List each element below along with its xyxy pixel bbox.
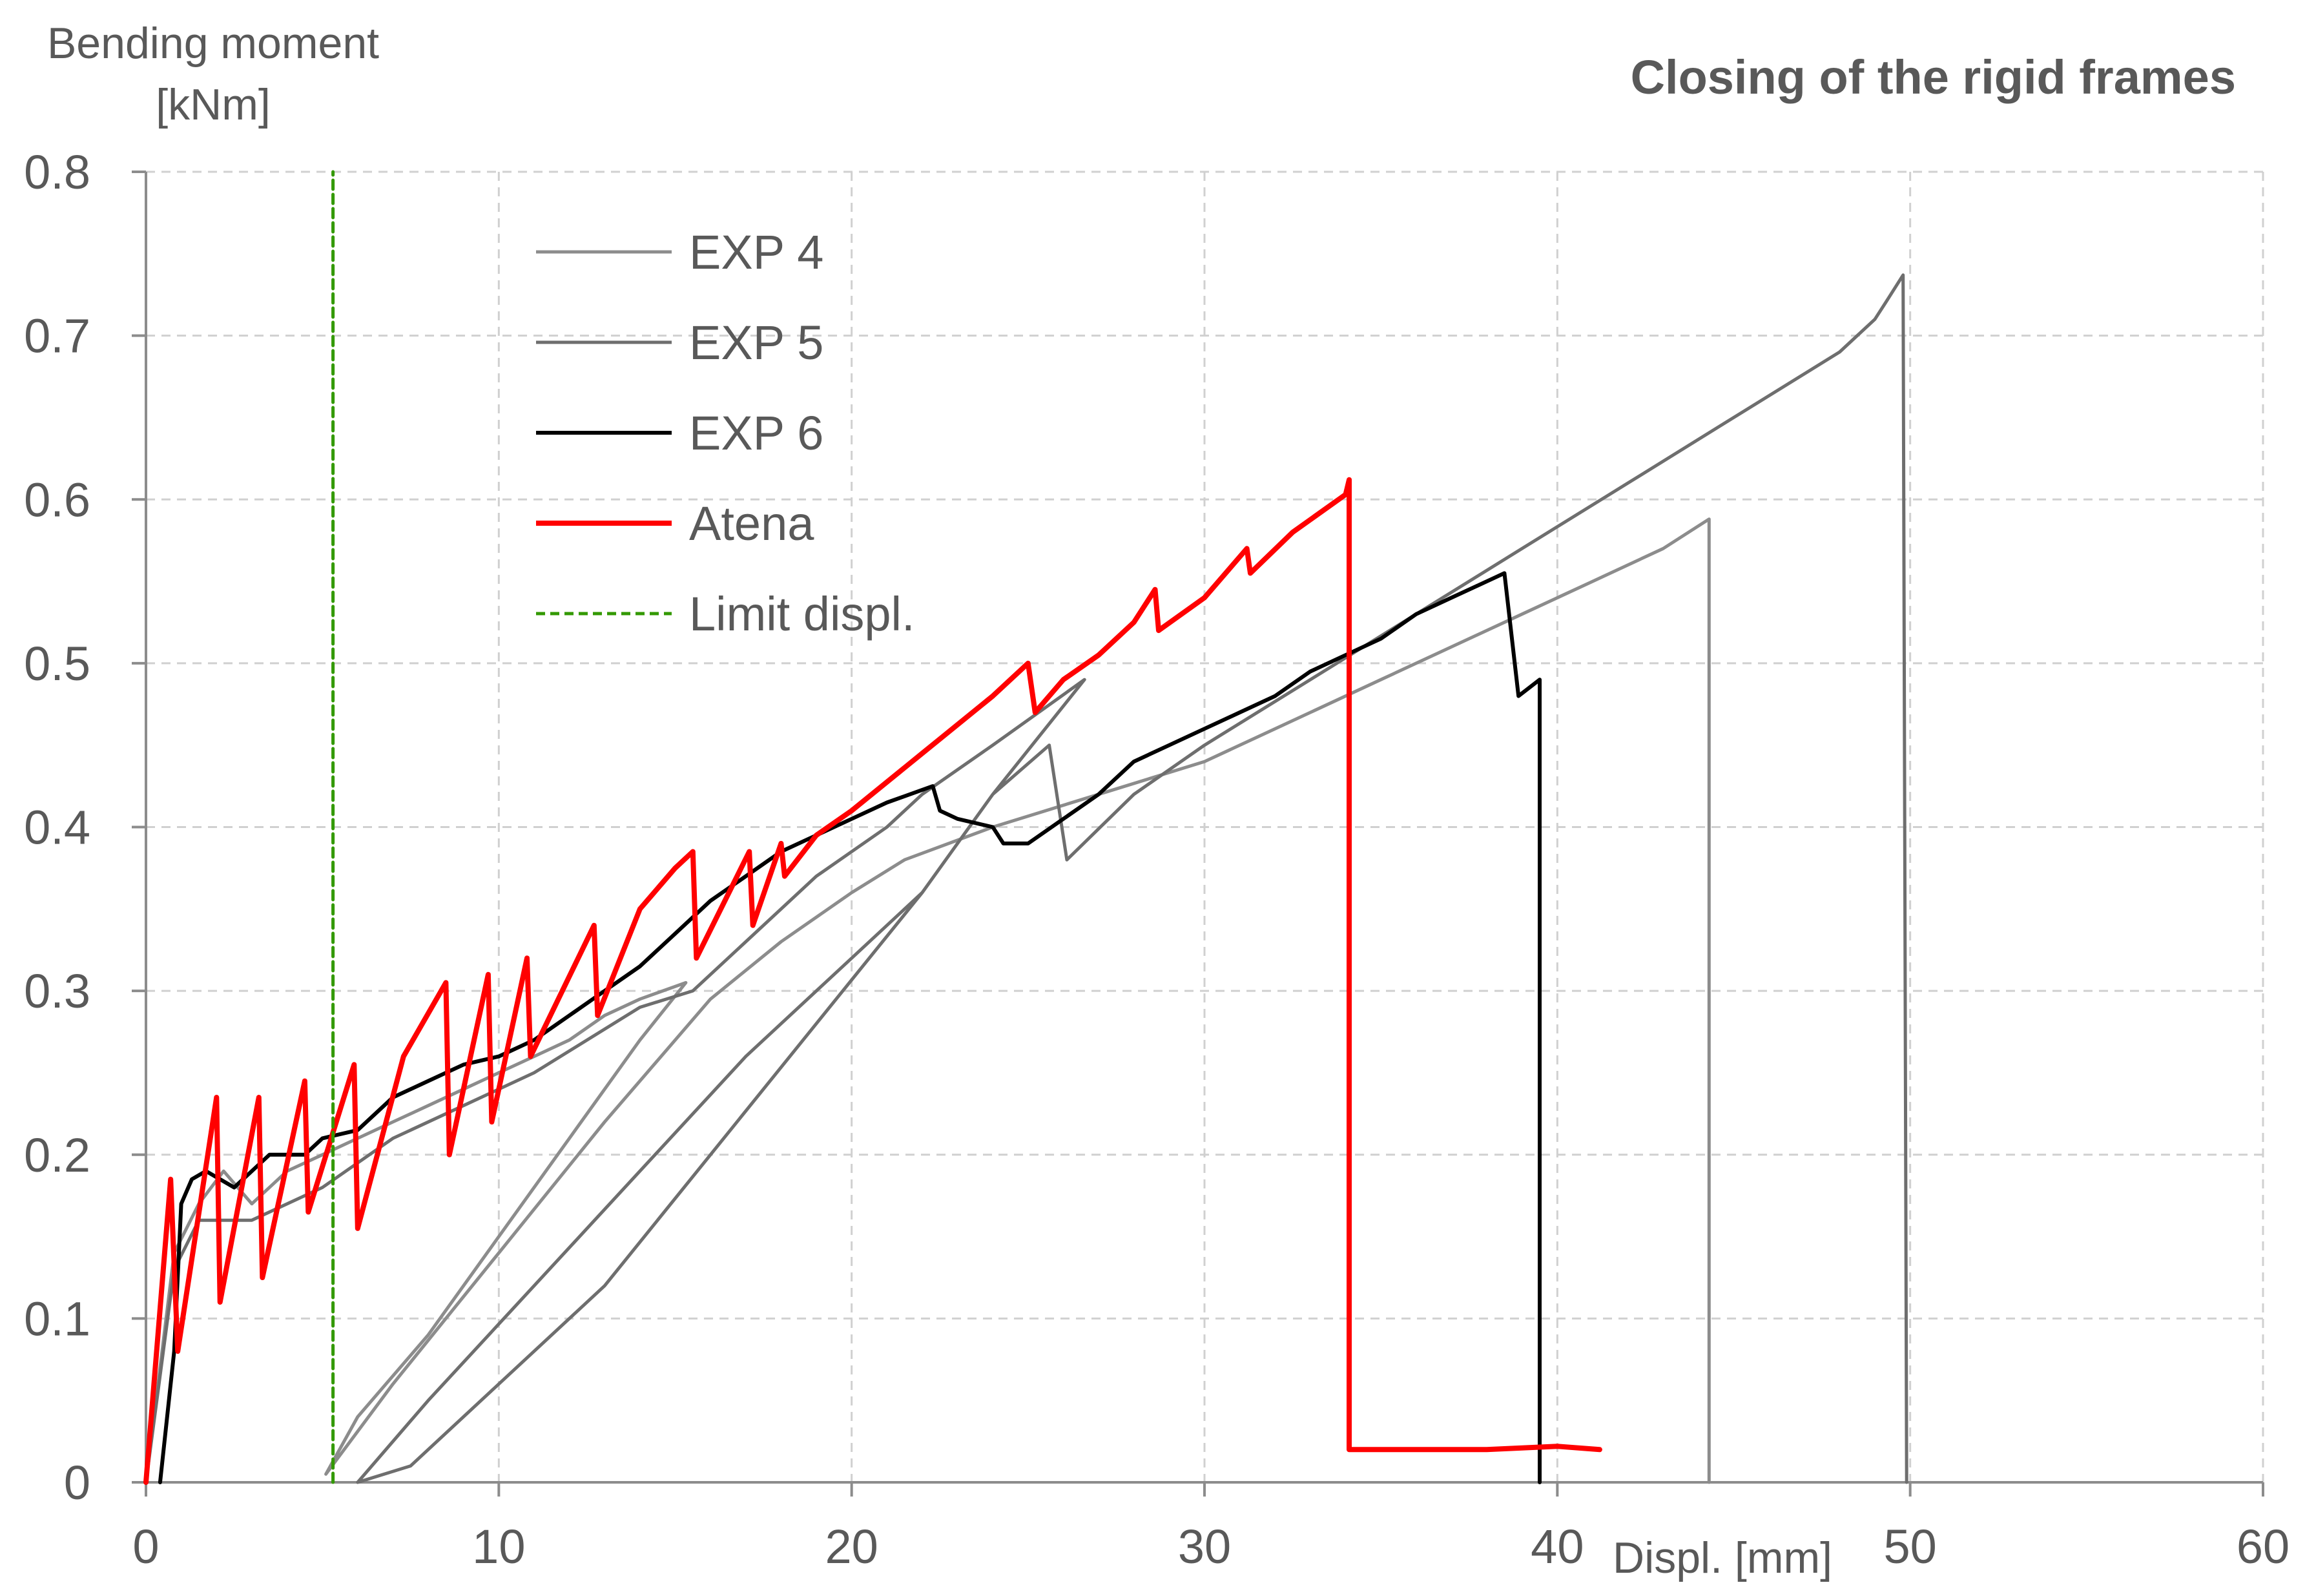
x-tick-label: 40 (1531, 1520, 1584, 1573)
x-axis-ticks: 0 10 20 30 40 50 60 (132, 1482, 2289, 1573)
legend-label: Limit displ. (689, 587, 915, 641)
y-tick-label: 0 (64, 1456, 90, 1509)
x-axis-title: Displ. [mm] (1613, 1533, 1832, 1582)
y-tick-label: 0.3 (24, 964, 90, 1018)
series-line-exp-6 (158, 571, 1542, 1484)
x-tick-label: 0 (132, 1520, 159, 1573)
x-tick-label: 50 (1884, 1520, 1937, 1573)
y-tick-label: 0.4 (24, 801, 90, 855)
y-tick-label: 0.1 (24, 1292, 90, 1345)
horizontal-gridlines (146, 171, 2263, 1320)
series-layer (143, 170, 1908, 1485)
y-tick-label: 0.8 (24, 145, 90, 199)
y-tick-label: 0.2 (24, 1128, 90, 1182)
legend-label: EXP 6 (689, 406, 823, 460)
y-axis-ticks: 0 0.1 0.2 0.3 0.4 0.5 0.6 0.7 0.8 (24, 145, 146, 1509)
x-tick-label: 10 (472, 1520, 525, 1573)
x-tick-label: 20 (825, 1520, 878, 1573)
legend: EXP 4 EXP 5 EXP 6 Atena Limit displ. (536, 225, 915, 641)
series-line-atena (143, 477, 1602, 1485)
legend-label: Atena (689, 497, 814, 550)
y-axis-title-line-1: Bending moment (47, 19, 379, 68)
series-line-exp-4 (144, 517, 1711, 1484)
x-tick-label: 30 (1178, 1520, 1231, 1573)
y-axis-title-line-2: [kNm] (156, 80, 271, 129)
y-tick-label: 0.6 (24, 473, 90, 526)
legend-label: EXP 4 (689, 225, 823, 279)
y-tick-label: 0.7 (24, 309, 90, 363)
series-line-exp-5 (144, 273, 1908, 1484)
chart-title: Closing of the rigid frames (1631, 50, 2236, 104)
x-tick-label: 60 (2237, 1520, 2289, 1573)
y-tick-label: 0.5 (24, 637, 90, 690)
legend-label: EXP 5 (689, 316, 823, 369)
